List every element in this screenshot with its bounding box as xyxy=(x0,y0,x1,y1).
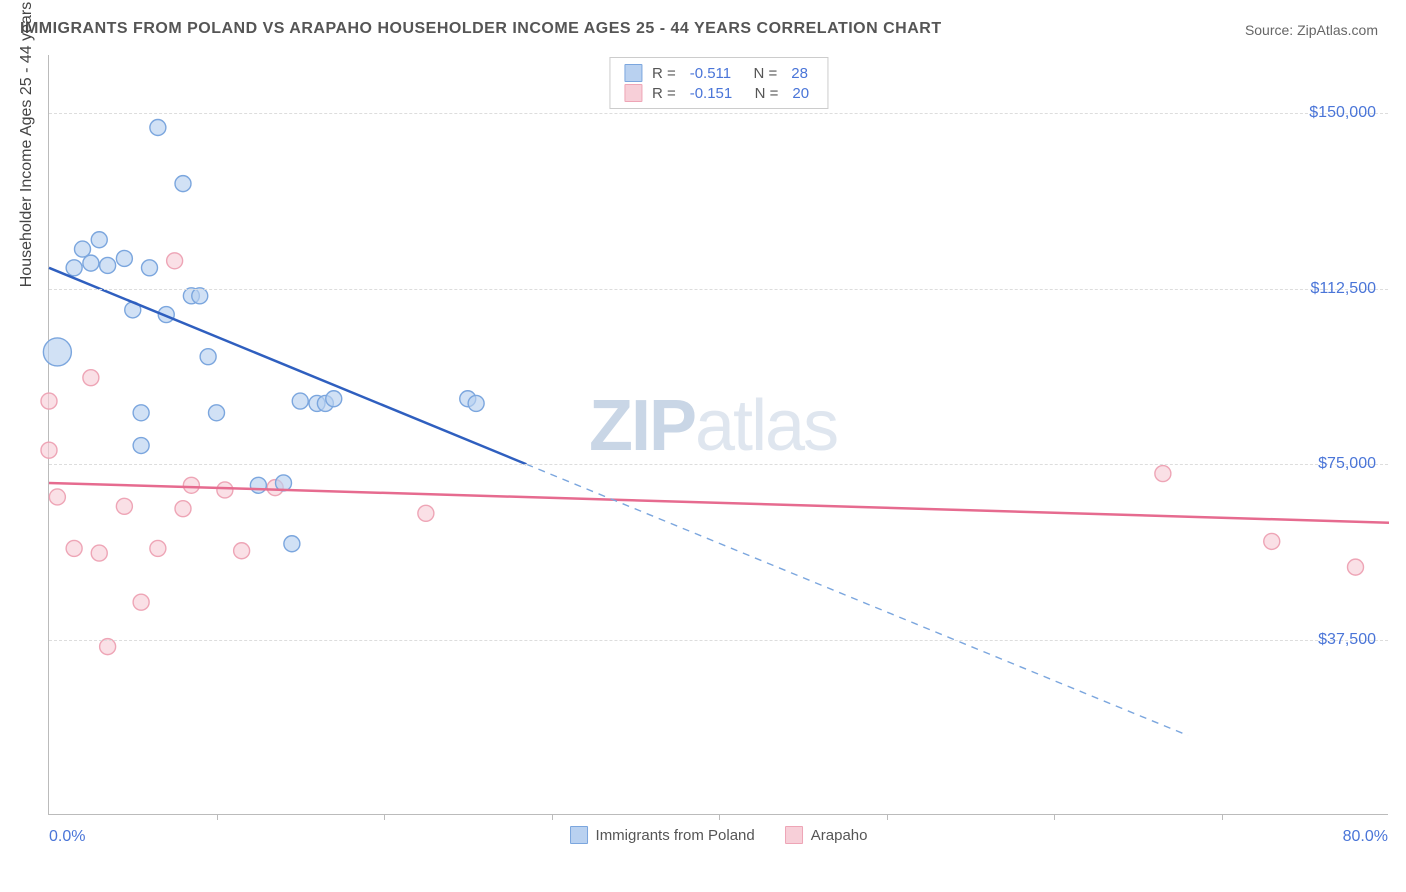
x-tick xyxy=(384,814,385,820)
x-axis-max-label: 80.0% xyxy=(1343,828,1388,846)
x-tick xyxy=(217,814,218,820)
y-tick-label: $75,000 xyxy=(1318,455,1376,473)
gridline-h xyxy=(49,640,1388,641)
series-legend-label: Arapaho xyxy=(811,827,868,844)
data-point-poland xyxy=(192,288,208,304)
legend-swatch xyxy=(570,826,588,844)
data-point-arapaho xyxy=(175,501,191,517)
data-point-poland xyxy=(200,349,216,365)
data-point-arapaho xyxy=(217,482,233,498)
gridline-h xyxy=(49,113,1388,114)
data-point-poland xyxy=(116,250,132,266)
data-point-arapaho xyxy=(100,639,116,655)
correlation-legend: R = -0.511 N = 28 R = -0.151 N = 20 xyxy=(609,57,828,109)
legend-r-label: R = xyxy=(652,85,676,102)
data-point-arapaho xyxy=(418,505,434,521)
trendline-poland-dashed xyxy=(526,464,1188,735)
data-point-arapaho xyxy=(183,477,199,493)
chart-plot-area: ZIPatlas R =-0.511 N =28R =-0.151 N =20 … xyxy=(48,55,1388,815)
chart-title: IMMIGRANTS FROM POLAND VS ARAPAHO HOUSEH… xyxy=(20,20,942,38)
x-tick xyxy=(1054,814,1055,820)
source-label: Source: xyxy=(1245,22,1297,38)
data-point-poland xyxy=(292,393,308,409)
gridline-h xyxy=(49,464,1388,465)
y-axis-title: Householder Income Ages 25 - 44 years xyxy=(18,2,36,288)
legend-swatch xyxy=(624,64,642,82)
gridline-h xyxy=(49,289,1388,290)
data-point-poland xyxy=(66,260,82,276)
x-axis-min-label: 0.0% xyxy=(49,828,85,846)
series-legend-label: Immigrants from Poland xyxy=(596,827,755,844)
data-point-poland xyxy=(75,241,91,257)
data-point-poland xyxy=(43,338,71,366)
data-point-poland xyxy=(133,438,149,454)
data-point-arapaho xyxy=(66,540,82,556)
trendline-poland-solid xyxy=(49,268,526,464)
data-point-poland xyxy=(250,477,266,493)
y-tick-label: $112,500 xyxy=(1310,280,1376,298)
scatter-svg xyxy=(49,55,1388,814)
data-point-arapaho xyxy=(41,442,57,458)
data-point-poland xyxy=(209,405,225,421)
data-point-poland xyxy=(133,405,149,421)
data-point-arapaho xyxy=(83,370,99,386)
source-attribution: Source: ZipAtlas.com xyxy=(1245,22,1378,38)
series-legend-item: Immigrants from Poland xyxy=(570,826,755,844)
data-point-poland xyxy=(175,176,191,192)
data-point-arapaho xyxy=(49,489,65,505)
legend-r-value: -0.511 xyxy=(690,65,731,82)
legend-n-label: N = xyxy=(745,65,777,82)
data-point-arapaho xyxy=(1264,533,1280,549)
data-point-arapaho xyxy=(1155,466,1171,482)
legend-n-label: N = xyxy=(746,85,778,102)
data-point-poland xyxy=(284,536,300,552)
data-point-arapaho xyxy=(133,594,149,610)
data-point-arapaho xyxy=(116,498,132,514)
y-tick-label: $150,000 xyxy=(1309,104,1376,122)
data-point-arapaho xyxy=(91,545,107,561)
legend-n-value: 20 xyxy=(792,85,809,102)
x-tick xyxy=(719,814,720,820)
legend-swatch xyxy=(785,826,803,844)
x-tick xyxy=(552,814,553,820)
data-point-arapaho xyxy=(234,543,250,559)
data-point-poland xyxy=(150,119,166,135)
series-legend-item: Arapaho xyxy=(785,826,868,844)
data-point-poland xyxy=(326,391,342,407)
data-point-arapaho xyxy=(1348,559,1364,575)
data-point-poland xyxy=(100,257,116,273)
data-point-arapaho xyxy=(167,253,183,269)
x-tick xyxy=(887,814,888,820)
data-point-arapaho xyxy=(150,540,166,556)
data-point-poland xyxy=(91,232,107,248)
legend-r-label: R = xyxy=(652,65,676,82)
legend-swatch xyxy=(624,84,642,102)
trendline-arapaho xyxy=(49,483,1389,523)
y-tick-label: $37,500 xyxy=(1318,631,1376,649)
legend-n-value: 28 xyxy=(791,65,808,82)
correlation-legend-row: R = -0.151 N = 20 xyxy=(624,83,813,103)
data-point-poland xyxy=(142,260,158,276)
data-point-poland xyxy=(83,255,99,271)
data-point-arapaho xyxy=(41,393,57,409)
correlation-legend-row: R = -0.511 N = 28 xyxy=(624,63,813,83)
source-link[interactable]: ZipAtlas.com xyxy=(1297,22,1378,38)
data-point-poland xyxy=(468,395,484,411)
x-tick xyxy=(1222,814,1223,820)
series-legend: Immigrants from Poland Arapaho xyxy=(570,826,868,844)
legend-r-value: -0.151 xyxy=(690,85,733,102)
